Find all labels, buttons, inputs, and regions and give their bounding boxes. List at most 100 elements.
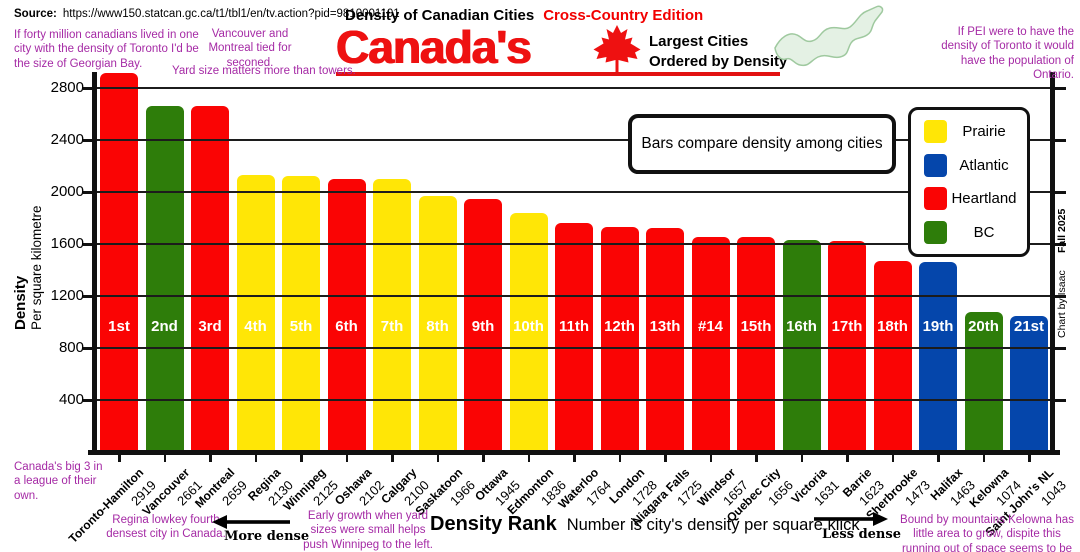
x-axis-title: Density Rank Number is city's density per…	[430, 513, 860, 536]
y-axis-title-units: Per square kilometre	[29, 205, 44, 330]
x-tick	[391, 455, 394, 462]
more-dense-label: More dense	[224, 529, 310, 544]
legend-item-prairie: Prairie	[911, 120, 1027, 144]
y-axis-line-right	[1050, 72, 1055, 453]
chart-credits: Chart by Isaac Fall 2025	[1056, 178, 1068, 338]
x-tick	[300, 455, 303, 462]
y-tick-left	[83, 139, 97, 142]
note-big3: Canada's big 3 in a league of their own.	[14, 461, 103, 502]
bar-london: 12th	[600, 227, 639, 452]
y-tick-label: 2000	[50, 183, 84, 200]
more-dense-arrow-icon	[212, 515, 290, 529]
gridline-1200	[97, 295, 1050, 297]
legend-item-bc: BC	[911, 220, 1027, 244]
y-tick-right	[1053, 191, 1066, 194]
y-tick-left	[83, 191, 97, 194]
gridline-1600	[97, 243, 1050, 245]
y-tick-left	[83, 399, 97, 402]
note-georgian-bay: If forty million canadians lived in one …	[14, 29, 199, 70]
x-tick	[118, 455, 121, 462]
rank-label: 10th	[513, 318, 544, 335]
legend-label: BC	[973, 223, 995, 241]
callout-text: Bars compare density among cities	[641, 135, 883, 152]
y-axis-line-left	[92, 72, 97, 453]
less-dense-arrow-icon	[814, 512, 888, 526]
bar-sherbrooke: 18th	[873, 261, 912, 452]
rank-label: 21st	[1013, 318, 1045, 335]
y-tick-right	[1053, 139, 1066, 142]
note-winnipeg: Early growth when yard sizes were small …	[303, 510, 433, 551]
rank-label: 1st	[108, 318, 130, 335]
legend-label: Atlantic	[959, 156, 1009, 174]
rank-label: 15th	[740, 318, 772, 335]
note-tied-second: Vancouver and Montreal tied for seconed.	[208, 28, 292, 69]
subtitle-line1: Largest Cities	[649, 33, 749, 50]
gridline-2000	[97, 191, 1050, 193]
credit-season: Fall 2025	[1056, 209, 1068, 254]
x-tick	[982, 455, 985, 462]
bar-victoria: 16th	[782, 240, 821, 452]
bar-quebec-city: 15th	[737, 237, 775, 452]
subtitle: Largest Cities Ordered by Density	[649, 32, 787, 72]
x-tick	[1028, 455, 1031, 462]
supertitle: Density of Canadian Cities Cross-Country …	[345, 7, 703, 24]
gridline-2800	[97, 87, 1050, 89]
x-tick	[482, 455, 485, 462]
rank-label: 6th	[335, 318, 358, 335]
x-axis-title-bold: Density Rank	[430, 513, 557, 535]
x-tick	[209, 455, 212, 462]
bar-montreal: 3rd	[191, 106, 229, 452]
note-pei: If PEI were to have the density of Toron…	[941, 26, 1074, 82]
note-yard-size: Yard size matters more than towers.	[172, 65, 356, 77]
rank-label: #14	[697, 318, 724, 335]
maple-leaf-icon	[593, 25, 641, 73]
credit-author: Chart by Isaac	[1056, 270, 1068, 338]
legend-item-heartland: Heartland	[911, 187, 1027, 211]
legend-swatch-icon	[924, 153, 947, 177]
rank-label: 19th	[922, 318, 954, 335]
supertitle-accent: Cross-Country Edition	[543, 7, 704, 24]
y-tick-label: 800	[58, 339, 84, 356]
bar-niagara-falls: 13th	[646, 228, 684, 452]
legend-swatch-icon	[924, 187, 947, 211]
note-kelowna: Bound by mountains Kelowna has little ar…	[900, 514, 1074, 552]
bar-winnipeg: 5th	[282, 176, 320, 452]
x-tick	[891, 455, 894, 462]
note-regina: Regina lowkey fourth densest city in Can…	[106, 514, 226, 541]
main-title: Canada's	[336, 21, 532, 73]
legend-label: Heartland	[951, 190, 1017, 208]
x-tick	[800, 455, 803, 462]
rank-label: 13th	[649, 318, 681, 335]
x-tick	[846, 455, 849, 462]
rank-label: 17th	[831, 318, 863, 335]
bar-toronto-hamilton: 1st	[100, 73, 138, 452]
legend-item-atlantic: Atlantic	[911, 153, 1027, 177]
y-tick-right	[1053, 295, 1066, 298]
bar-vancouver: 2nd	[145, 106, 184, 452]
y-axis-title-bold: Density	[12, 275, 29, 330]
y-tick-label: 2800	[50, 79, 84, 96]
gridline-800	[97, 347, 1050, 349]
y-tick-right	[1053, 243, 1066, 246]
x-tick	[618, 455, 621, 462]
bar-ottawa: 9th	[464, 199, 502, 452]
source-url: https://www150.statcan.gc.ca/t1/tbl1/en/…	[62, 8, 400, 20]
bar-halifax: 19th	[919, 262, 957, 452]
callout-box: Bars compare density among cities	[628, 114, 896, 174]
supertitle-text: Density of Canadian Cities	[345, 7, 535, 24]
bar-saint-john-s-nl: 21st	[1010, 316, 1048, 452]
x-tick	[254, 455, 257, 462]
bar-kelowna: 20th	[964, 312, 1003, 452]
bar-calgary: 7th	[373, 179, 411, 452]
bar-waterloo: 11th	[555, 223, 593, 452]
legend-box: Prairie Atlantic Heartland BC	[908, 107, 1030, 257]
pei-map-outline	[774, 5, 884, 67]
source-label: Source:	[14, 8, 57, 20]
source-line: Source: https://www150.statcan.gc.ca/t1/t…	[14, 8, 400, 20]
rank-label: 9th	[471, 318, 495, 335]
x-tick	[709, 455, 712, 462]
x-tick	[527, 455, 530, 462]
y-tick-left	[83, 347, 97, 350]
x-tick	[345, 455, 348, 462]
rank-label: 7th	[380, 318, 404, 335]
